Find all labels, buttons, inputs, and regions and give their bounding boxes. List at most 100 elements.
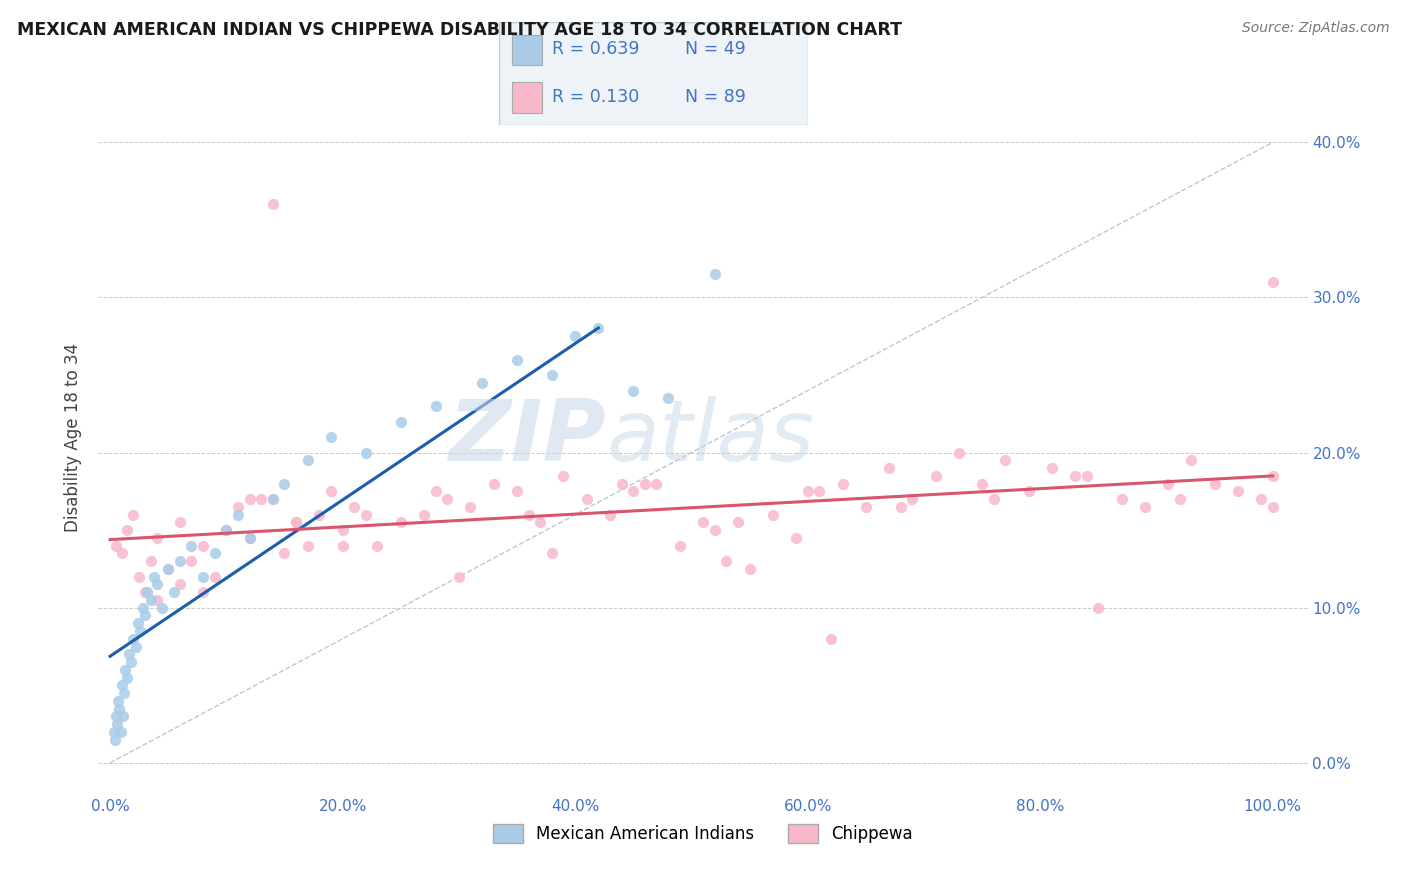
Chippewa [239, 531, 262, 545]
Chippewa [994, 453, 1017, 467]
Chippewa [692, 516, 714, 530]
Mexican American Indians [108, 701, 131, 715]
Mexican American Indians [657, 392, 679, 406]
Chippewa [983, 492, 1005, 507]
Chippewa [482, 476, 505, 491]
Chippewa [517, 508, 540, 522]
Mexican American Indians [273, 476, 295, 491]
Mexican American Indians [105, 717, 128, 731]
Chippewa [169, 516, 191, 530]
Text: R = 0.130: R = 0.130 [551, 88, 638, 106]
Mexican American Indians [180, 539, 202, 553]
Mexican American Indians [129, 624, 152, 638]
Chippewa [111, 546, 134, 560]
Mexican American Indians [124, 640, 146, 654]
Chippewa [668, 539, 690, 553]
Chippewa [506, 484, 529, 499]
Chippewa [117, 523, 139, 537]
Mexican American Indians [389, 415, 412, 429]
Chippewa [285, 516, 308, 530]
Chippewa [1133, 500, 1156, 514]
Mexican American Indians [111, 678, 134, 692]
Chippewa [890, 500, 912, 514]
Chippewa [1157, 476, 1180, 491]
Chippewa [273, 546, 295, 560]
Chippewa [250, 492, 273, 507]
Mexican American Indians [204, 546, 226, 560]
Chippewa [204, 570, 226, 584]
Mexican American Indians [191, 570, 214, 584]
Chippewa [1261, 468, 1284, 483]
Chippewa [1076, 468, 1098, 483]
Chippewa [785, 531, 807, 545]
Mexican American Indians [157, 562, 180, 576]
Mexican American Indians [297, 453, 319, 467]
Chippewa [308, 508, 330, 522]
Text: R = 0.639: R = 0.639 [551, 40, 640, 59]
Mexican American Indians [506, 352, 529, 367]
Chippewa [634, 476, 657, 491]
Y-axis label: Disability Age 18 to 34: Disability Age 18 to 34 [65, 343, 83, 532]
Chippewa [901, 492, 924, 507]
Chippewa [145, 531, 167, 545]
Chippewa [1250, 492, 1272, 507]
Chippewa [762, 508, 785, 522]
Mexican American Indians [226, 508, 249, 522]
Mexican American Indians [145, 577, 167, 591]
Chippewa [1226, 484, 1249, 499]
Mexican American Indians [564, 329, 586, 343]
Mexican American Indians [103, 724, 125, 739]
Chippewa [599, 508, 621, 522]
Chippewa [738, 562, 761, 576]
Chippewa [855, 500, 877, 514]
Chippewa [104, 539, 127, 553]
Chippewa [157, 562, 180, 576]
Chippewa [262, 197, 284, 211]
Chippewa [553, 468, 575, 483]
Mexican American Indians [319, 430, 342, 444]
Mexican American Indians [150, 600, 173, 615]
Chippewa [389, 516, 412, 530]
Chippewa [727, 516, 749, 530]
Mexican American Indians [621, 384, 644, 398]
Chippewa [262, 492, 284, 507]
Chippewa [1087, 600, 1109, 615]
Mexican American Indians [169, 554, 191, 568]
Chippewa [460, 500, 482, 514]
Chippewa [285, 516, 308, 530]
Chippewa [948, 445, 970, 459]
Mexican American Indians [118, 647, 141, 661]
Mexican American Indians [112, 686, 135, 700]
Chippewa [145, 593, 167, 607]
Chippewa [540, 546, 562, 560]
Chippewa [366, 539, 388, 553]
Chippewa [877, 461, 900, 475]
Chippewa [703, 523, 725, 537]
Chippewa [610, 476, 633, 491]
Chippewa [1168, 492, 1191, 507]
Mexican American Indians [111, 709, 134, 723]
Mexican American Indians [110, 724, 132, 739]
Text: MEXICAN AMERICAN INDIAN VS CHIPPEWA DISABILITY AGE 18 TO 34 CORRELATION CHART: MEXICAN AMERICAN INDIAN VS CHIPPEWA DISA… [17, 21, 901, 38]
Mexican American Indians [588, 321, 610, 335]
Mexican American Indians [114, 663, 136, 677]
Text: N = 49: N = 49 [685, 40, 745, 59]
Chippewa [529, 516, 551, 530]
Chippewa [831, 476, 853, 491]
Chippewa [354, 508, 377, 522]
Chippewa [1261, 500, 1284, 514]
Mexican American Indians [143, 570, 166, 584]
Mexican American Indians [425, 399, 447, 413]
Mexican American Indians [134, 608, 156, 623]
Mexican American Indians [120, 655, 142, 669]
Chippewa [319, 484, 342, 499]
Mexican American Indians [354, 445, 377, 459]
Chippewa [1018, 484, 1040, 499]
Mexican American Indians [117, 671, 139, 685]
Mexican American Indians [471, 376, 494, 390]
Chippewa [1204, 476, 1226, 491]
Chippewa [970, 476, 993, 491]
Mexican American Indians [239, 531, 262, 545]
Text: Source: ZipAtlas.com: Source: ZipAtlas.com [1241, 21, 1389, 35]
Text: atlas: atlas [606, 395, 814, 479]
